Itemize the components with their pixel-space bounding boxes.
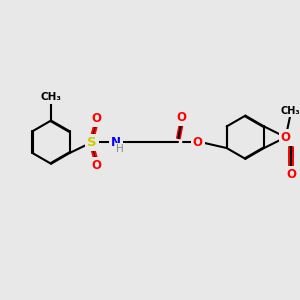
Text: O: O: [281, 131, 291, 144]
Text: N: N: [111, 136, 121, 148]
Text: O: O: [91, 112, 101, 125]
Text: O: O: [176, 111, 186, 124]
Text: S: S: [87, 136, 97, 148]
Text: O: O: [193, 136, 203, 148]
Text: H: H: [116, 144, 124, 154]
Text: CH₃: CH₃: [280, 106, 300, 116]
Text: CH₃: CH₃: [40, 92, 61, 102]
Text: O: O: [91, 159, 101, 172]
Text: O: O: [286, 168, 296, 181]
